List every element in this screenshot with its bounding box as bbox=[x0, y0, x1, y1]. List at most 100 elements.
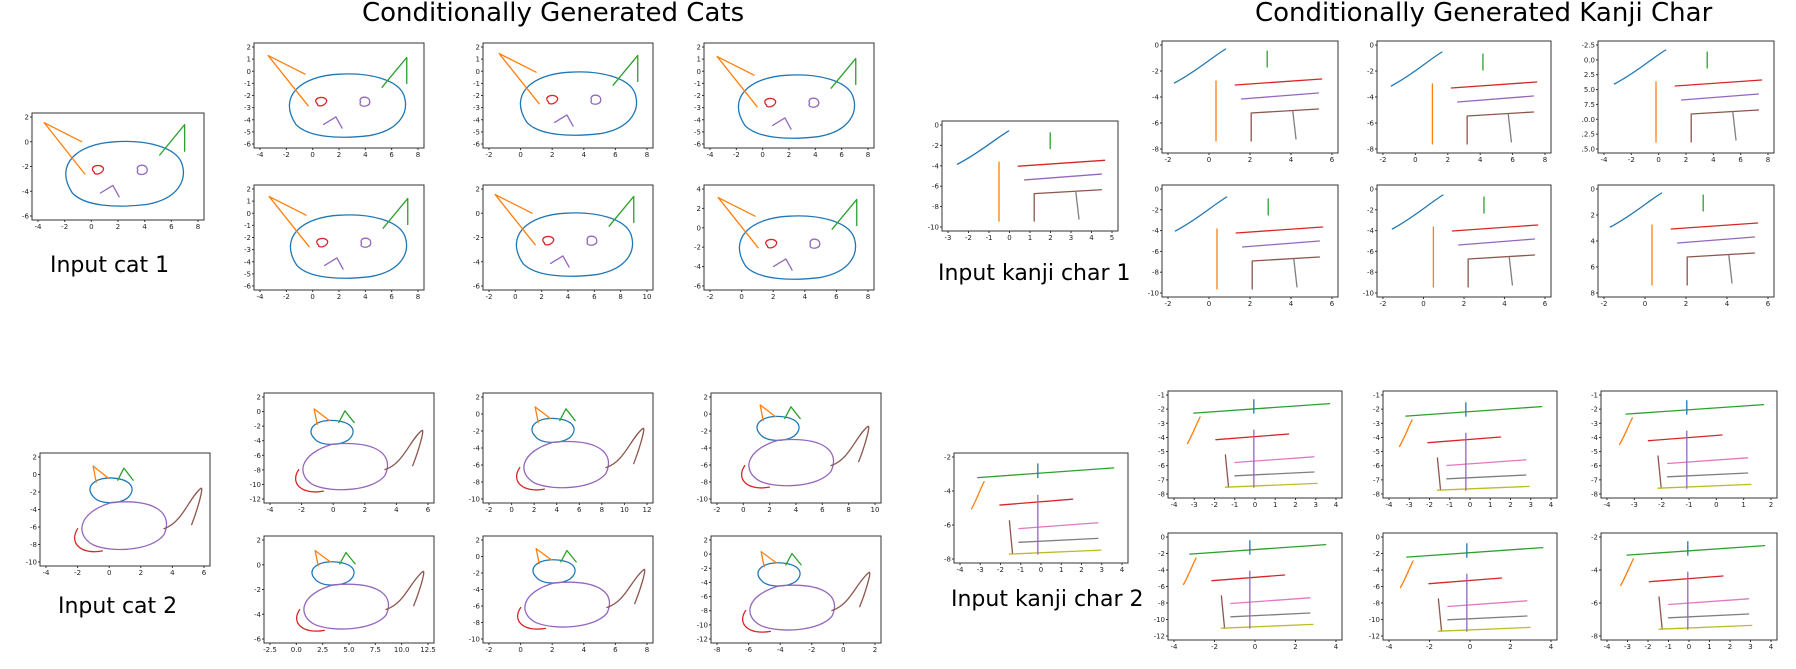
y-tick-label: -6 bbox=[473, 141, 481, 149]
y-tick-label: -8 bbox=[30, 541, 37, 549]
x-tick-label: 0 bbox=[841, 646, 845, 654]
plot-frame bbox=[1167, 532, 1343, 641]
y-tick-label: -2 bbox=[244, 234, 251, 242]
sketch-strokes bbox=[957, 131, 1104, 221]
y-tick-label: -4 bbox=[473, 586, 481, 594]
y-tick-label: -8 bbox=[1158, 491, 1165, 499]
sketch-stroke-green bbox=[1406, 407, 1542, 417]
x-tick-label: 0 bbox=[1207, 300, 1211, 308]
sketch-stroke-brown bbox=[607, 569, 645, 607]
x-tick-label: 6 bbox=[389, 293, 394, 301]
sketch-stroke-red bbox=[518, 608, 546, 630]
sketch-stroke-purple bbox=[525, 582, 610, 627]
plot-cat2-gen-1: -4 -2 0 2 4 6 2 0 -2 -4 -6 -8 -10 -12 bbox=[250, 392, 435, 514]
y-tick-label: -2 bbox=[473, 428, 480, 436]
x-tick-label: 2 bbox=[1446, 156, 1450, 164]
sketch-stroke-green bbox=[978, 468, 1114, 478]
x-tick-label: 6 bbox=[1543, 300, 1548, 308]
sketch-stroke-brown bbox=[1658, 456, 1661, 488]
y-tick-label: 0 bbox=[247, 210, 251, 218]
y-tick-label: -2 bbox=[701, 565, 708, 573]
sketch-stroke-gray bbox=[1447, 475, 1526, 479]
y-tick-label: -2 bbox=[1152, 206, 1159, 214]
x-tick-label: -4 bbox=[1171, 501, 1179, 509]
plot-kanji1-gen-4: -2 0 2 4 6 0 -2 -4 -6 -8 -10 bbox=[1148, 184, 1339, 308]
y-tick-label: -8 bbox=[1158, 600, 1165, 608]
x-tick-label: 2 bbox=[1508, 643, 1512, 651]
x-tick-label: 0 bbox=[1643, 300, 1647, 308]
plot-cat1-gen-2: -2 0 2 4 6 8 2 1 0 -1 -2 -3 -4 -5 -6 bbox=[473, 42, 654, 159]
x-tick-label: 4 bbox=[1725, 300, 1730, 308]
sketch-stroke-orange bbox=[269, 197, 309, 247]
y-tick-label: -4 bbox=[1158, 567, 1166, 575]
sketch-stroke-brown bbox=[1438, 599, 1441, 631]
x-tick-label: 0 bbox=[1687, 643, 1691, 651]
x-tick-label: -1 bbox=[1231, 501, 1238, 509]
sketch-stroke-red bbox=[1648, 435, 1722, 441]
y-tick-label: -6 bbox=[1373, 583, 1381, 591]
x-tick-label: 6 bbox=[426, 506, 431, 514]
y-tick-label: -6 bbox=[1158, 462, 1166, 470]
y-tick-label: -2 bbox=[22, 163, 29, 171]
sketch-stroke-blue bbox=[1175, 197, 1226, 231]
y-tick-label: -3 bbox=[1373, 420, 1380, 428]
x-tick-label: -2 bbox=[283, 293, 290, 301]
sketch-stroke-purple bbox=[1025, 174, 1102, 180]
plot-cat1-gen-3: -4 -2 0 2 4 6 8 2 1 0 -1 -2 -3 -4 -5 -6 bbox=[694, 42, 875, 159]
y-tick-label: 12.5 bbox=[1582, 131, 1595, 139]
sketch-stroke-purple bbox=[1678, 237, 1755, 243]
x-tick-label: 0 bbox=[1421, 300, 1425, 308]
sketch-stroke-blue bbox=[1610, 193, 1661, 227]
x-tick-label: -3 bbox=[1624, 643, 1631, 651]
y-tick-label: -3 bbox=[244, 104, 251, 112]
y-tick-label: 0.0 bbox=[1584, 56, 1595, 64]
x-tick-label: 1 bbox=[1488, 501, 1492, 509]
sketch-stroke-red bbox=[547, 95, 558, 103]
sketch-strokes bbox=[743, 552, 870, 633]
x-tick-label: 5.0 bbox=[343, 646, 354, 654]
y-tick-label: -2 bbox=[1158, 406, 1165, 414]
y-tick-label: 0 bbox=[476, 68, 480, 76]
sketch-stroke-red bbox=[1452, 225, 1537, 231]
sketch-stroke-brown bbox=[1468, 255, 1534, 287]
x-tick-label: -2 bbox=[298, 506, 305, 514]
y-tick-label: -2 bbox=[1152, 68, 1159, 76]
sketch-strokes bbox=[269, 197, 408, 279]
plot-frame bbox=[1161, 40, 1339, 154]
sketch-stroke-green bbox=[613, 55, 638, 85]
sketch-stroke-blue bbox=[739, 216, 855, 279]
plot-frame bbox=[253, 42, 425, 149]
y-tick-label: -3 bbox=[1591, 420, 1598, 428]
sketch-stroke-red bbox=[743, 611, 771, 633]
y-tick-label: -8 bbox=[1591, 633, 1598, 641]
sketch-strokes bbox=[1391, 52, 1536, 144]
x-tick-label: 6 bbox=[169, 223, 174, 231]
x-tick-label: -4 bbox=[1171, 643, 1179, 651]
x-tick-label: -2 bbox=[1211, 643, 1218, 651]
x-tick-label: 3 bbox=[1529, 501, 1533, 509]
x-tick-label: -2.5 bbox=[263, 646, 277, 654]
x-tick-label: -1 bbox=[986, 234, 993, 242]
sketch-stroke-orange bbox=[499, 54, 539, 104]
x-tick-label: -2 bbox=[965, 234, 972, 242]
x-tick-label: -2 bbox=[283, 151, 290, 159]
x-tick-label: -4 bbox=[1604, 501, 1612, 509]
y-tick-label: 4 bbox=[697, 186, 702, 194]
sketch-stroke-purple bbox=[100, 165, 147, 197]
x-tick-label: 4 bbox=[1502, 300, 1507, 308]
plot-cat2-gen-5: -2 0 2 4 6 8 2 0 -2 -4 -6 -8 -10 bbox=[469, 535, 654, 654]
y-tick-label: -6 bbox=[254, 636, 262, 644]
x-tick-label: 3 bbox=[1069, 234, 1073, 242]
y-tick-label: -8 bbox=[1152, 146, 1159, 154]
x-tick-label: 2 bbox=[1079, 566, 1083, 574]
y-tick-label: -6 bbox=[694, 141, 702, 149]
y-tick-label: -8 bbox=[1367, 269, 1374, 277]
sketch-stroke-purple bbox=[1243, 241, 1320, 247]
plot-frame bbox=[710, 392, 882, 504]
x-tick-label: 0 bbox=[310, 151, 314, 159]
x-tick-label: 8 bbox=[645, 151, 649, 159]
sketch-stroke-blue bbox=[516, 213, 632, 276]
y-tick-label: -12 bbox=[697, 636, 708, 644]
y-tick-label: -2 bbox=[1373, 550, 1380, 558]
sketch-stroke-orange bbox=[315, 551, 330, 566]
